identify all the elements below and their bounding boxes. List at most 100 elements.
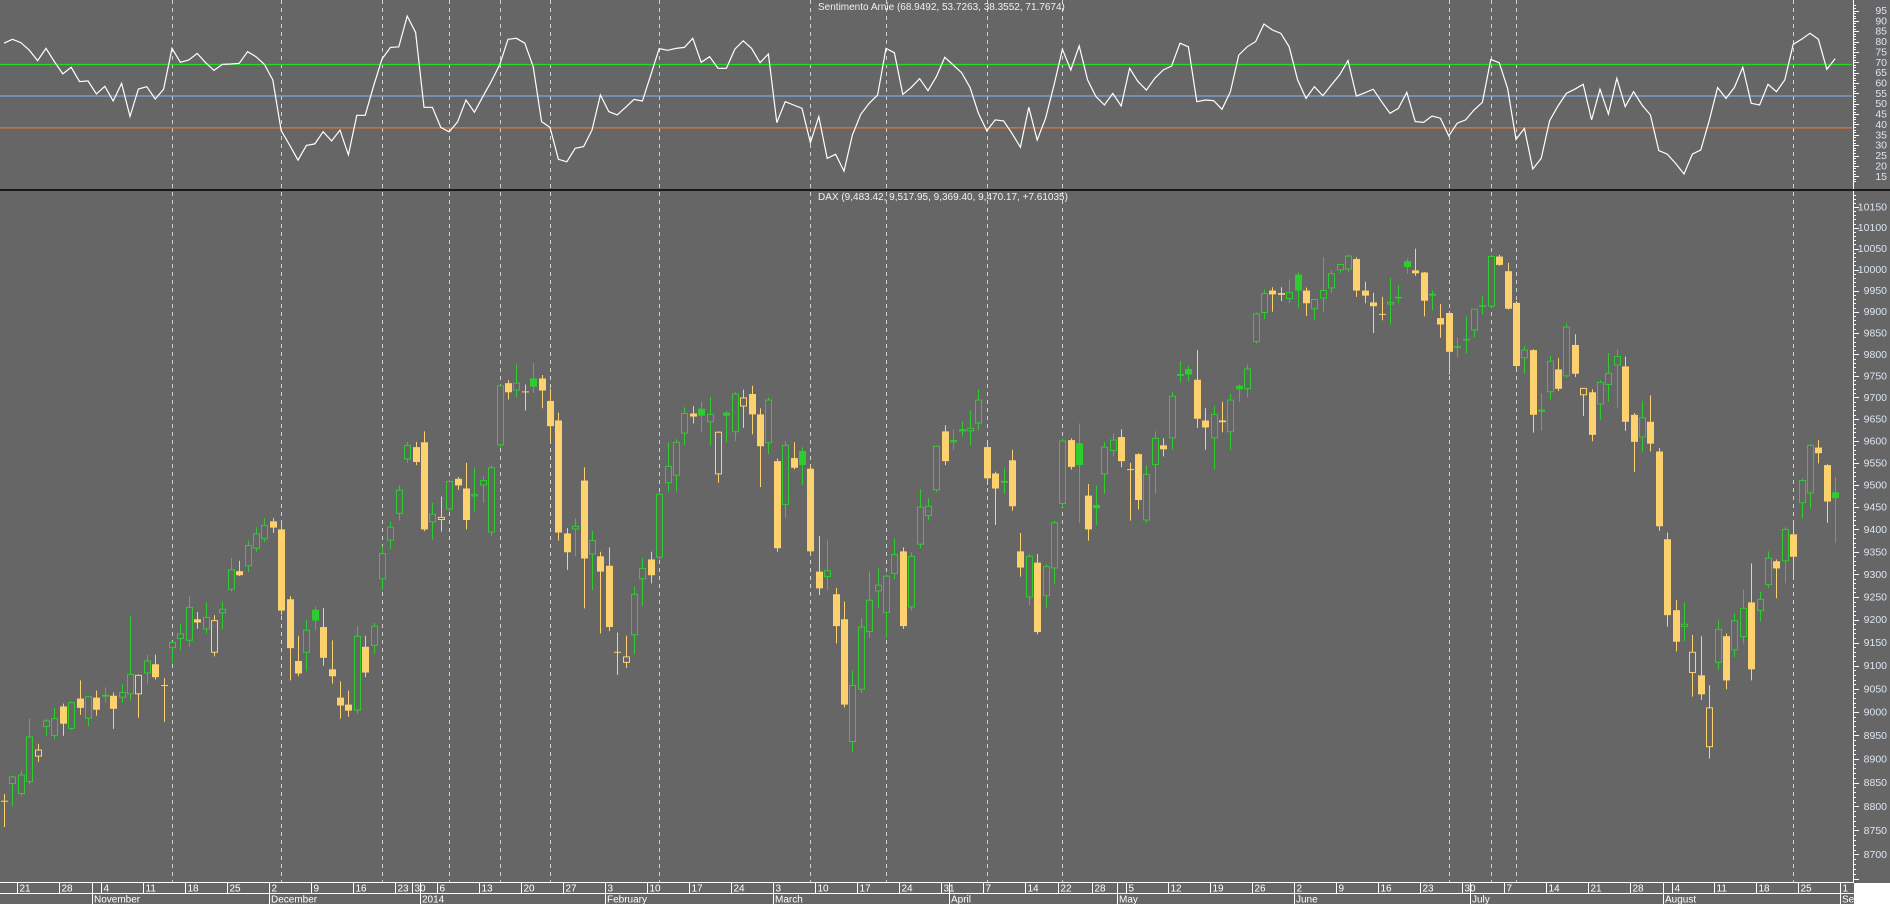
candle: [749, 385, 756, 435]
sentiment-title-name: Sentimento Arnie: [818, 2, 895, 13]
candle-body: [1446, 313, 1453, 352]
price-tick-label: 9950: [1864, 285, 1888, 297]
candle-body: [1110, 439, 1117, 452]
candle: [1093, 485, 1100, 525]
candle: [270, 518, 277, 533]
candle-body: [1521, 349, 1528, 359]
week-label: 18: [1759, 884, 1771, 895]
candle: [1706, 685, 1713, 759]
candle: [379, 546, 386, 591]
candle: [1143, 465, 1150, 523]
price-tick-label: 9900: [1864, 306, 1888, 318]
candle: [1026, 554, 1033, 606]
candle: [1169, 392, 1176, 450]
candle: [648, 551, 655, 584]
candle: [463, 462, 470, 530]
candle: [1622, 356, 1629, 431]
candle-body: [51, 718, 58, 736]
candle: [530, 362, 537, 394]
candle: [1580, 387, 1587, 417]
candle-body: [1001, 480, 1008, 483]
candle: [312, 606, 319, 631]
candle-body: [1059, 440, 1066, 505]
sentiment-tick-label: 85: [1875, 26, 1887, 38]
week-label: 28: [1095, 884, 1107, 895]
candle: [967, 410, 974, 446]
candle: [1673, 600, 1680, 652]
candle-body: [513, 382, 520, 391]
candle-body: [1681, 623, 1688, 628]
candle-body: [253, 533, 260, 549]
week-label: 12: [1171, 884, 1183, 895]
candle-body: [371, 625, 378, 646]
candle: [950, 429, 957, 450]
candle: [1269, 287, 1276, 312]
candle: [1647, 395, 1654, 452]
candle: [539, 375, 546, 409]
candle-body: [1127, 469, 1134, 471]
candle-body: [900, 551, 907, 627]
candle: [1185, 365, 1192, 382]
price-tick-label: 9850: [1864, 328, 1888, 340]
candle-body: [723, 412, 730, 416]
candle: [715, 431, 722, 483]
candle: [144, 654, 151, 684]
candle: [883, 574, 890, 639]
candle-body: [1143, 473, 1150, 521]
candle-body: [681, 413, 688, 434]
candle: [1614, 349, 1621, 408]
candle-body: [917, 506, 924, 545]
candle: [1589, 389, 1596, 442]
candle-body: [1731, 620, 1738, 651]
candle-body: [1026, 555, 1033, 598]
candle: [1731, 613, 1738, 658]
candle-body: [1320, 290, 1327, 299]
candle: [1001, 468, 1008, 494]
candle-body: [1404, 261, 1411, 268]
candle: [1236, 384, 1243, 402]
candle: [371, 622, 378, 655]
week-label: 13: [482, 884, 494, 895]
candle: [152, 654, 159, 680]
candle: [387, 521, 394, 550]
candle: [942, 425, 949, 466]
candle-body: [186, 606, 193, 641]
candle: [1152, 431, 1159, 494]
candle: [303, 619, 310, 672]
candle-body: [505, 383, 512, 393]
candle: [505, 380, 512, 400]
candle-body: [77, 698, 84, 708]
candle-body: [287, 599, 294, 649]
candle-body: [1160, 445, 1167, 450]
candle-body: [1101, 446, 1108, 475]
candle: [161, 678, 168, 722]
candle: [186, 596, 193, 647]
candle-body: [1387, 301, 1394, 305]
candle: [513, 364, 520, 398]
week-label: 11: [1717, 884, 1728, 895]
price-tick-label: 8800: [1864, 801, 1888, 813]
candle: [1160, 438, 1167, 457]
candle: [1017, 532, 1024, 577]
candle: [77, 680, 84, 715]
sentiment-tick-label: 60: [1875, 78, 1887, 90]
candle: [917, 489, 924, 549]
candle: [1555, 358, 1562, 391]
week-label: 5: [1129, 884, 1135, 895]
candle-body: [933, 445, 940, 491]
candle: [1454, 337, 1461, 358]
candle-body: [1085, 495, 1092, 530]
week-label: 14: [1549, 884, 1561, 895]
candle-body: [1471, 308, 1478, 331]
week-label: 27: [566, 884, 578, 895]
candle: [1278, 287, 1285, 302]
candle-body: [665, 465, 672, 484]
candle: [639, 558, 646, 607]
candle: [1345, 254, 1352, 273]
candle-body: [387, 526, 394, 541]
candle-body: [597, 556, 604, 572]
price-tick-label: 9500: [1864, 479, 1888, 491]
candle-body: [102, 694, 109, 697]
candle-body: [194, 619, 201, 623]
price-tick-label: 9300: [1864, 569, 1888, 581]
